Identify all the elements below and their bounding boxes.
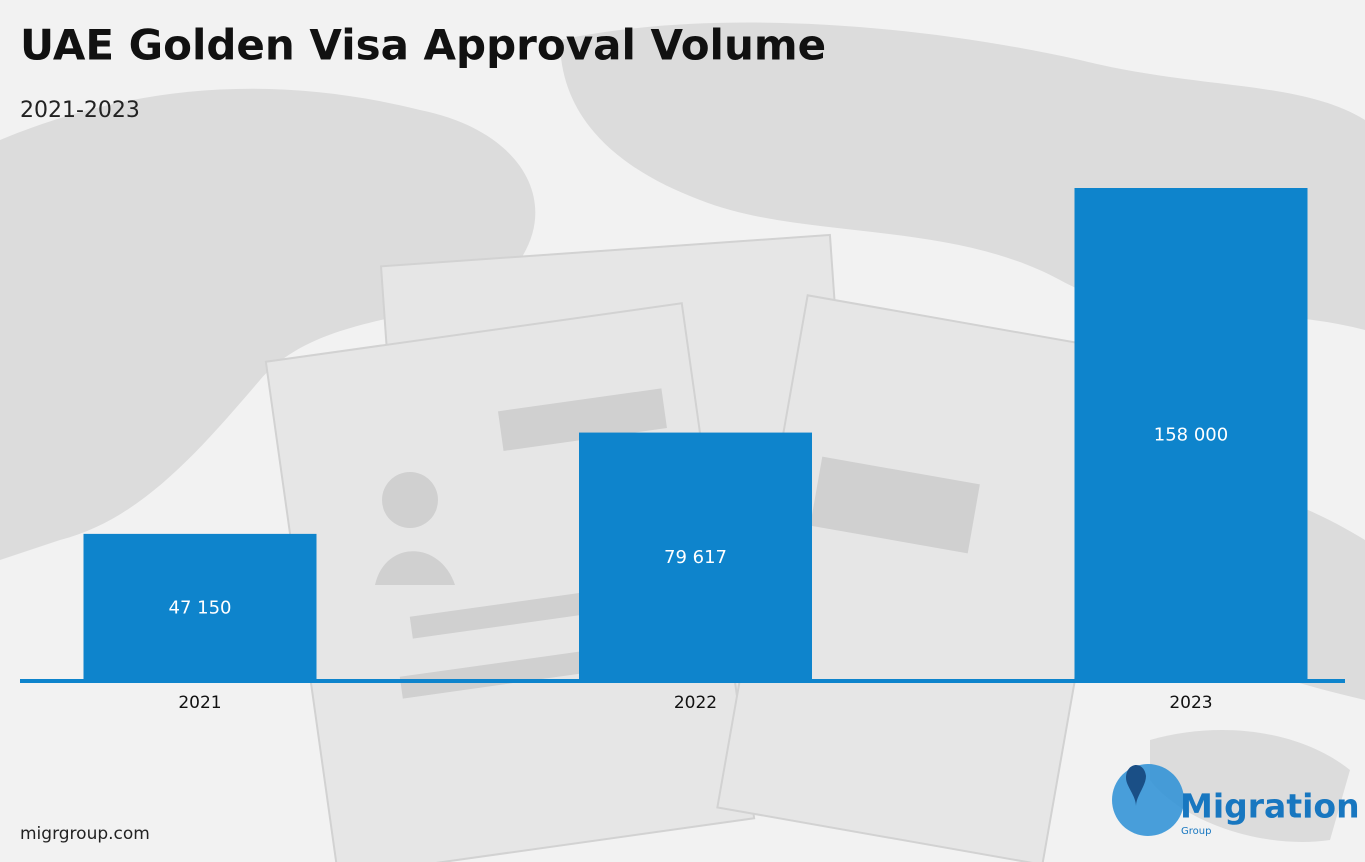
x-tick-label: 2021 [178,693,221,713]
data-label: 47 150 [169,597,232,618]
x-tick-label: 2022 [674,693,717,713]
plot-area: 47 150 2021 79 617 2022 158 000 2023 [20,188,1345,713]
chart-subtitle: 2021-2023 [20,98,140,123]
logo-name: Migration [1180,787,1360,826]
bar [83,533,317,681]
data-label: 79 617 [664,547,727,568]
x-tick-label: 2023 [1169,693,1212,713]
chart-title: UAE Golden Visa Approval Volume [20,21,826,70]
logo-tagline: Group [1181,826,1211,837]
logo-pin [1126,764,1146,806]
source: migrgroup.com [20,824,150,844]
bar [1074,188,1308,681]
data-label: 158 000 [1154,425,1228,446]
bar [579,432,812,681]
logo-globe [1112,764,1184,836]
logo: Migration Group [1112,764,1360,837]
